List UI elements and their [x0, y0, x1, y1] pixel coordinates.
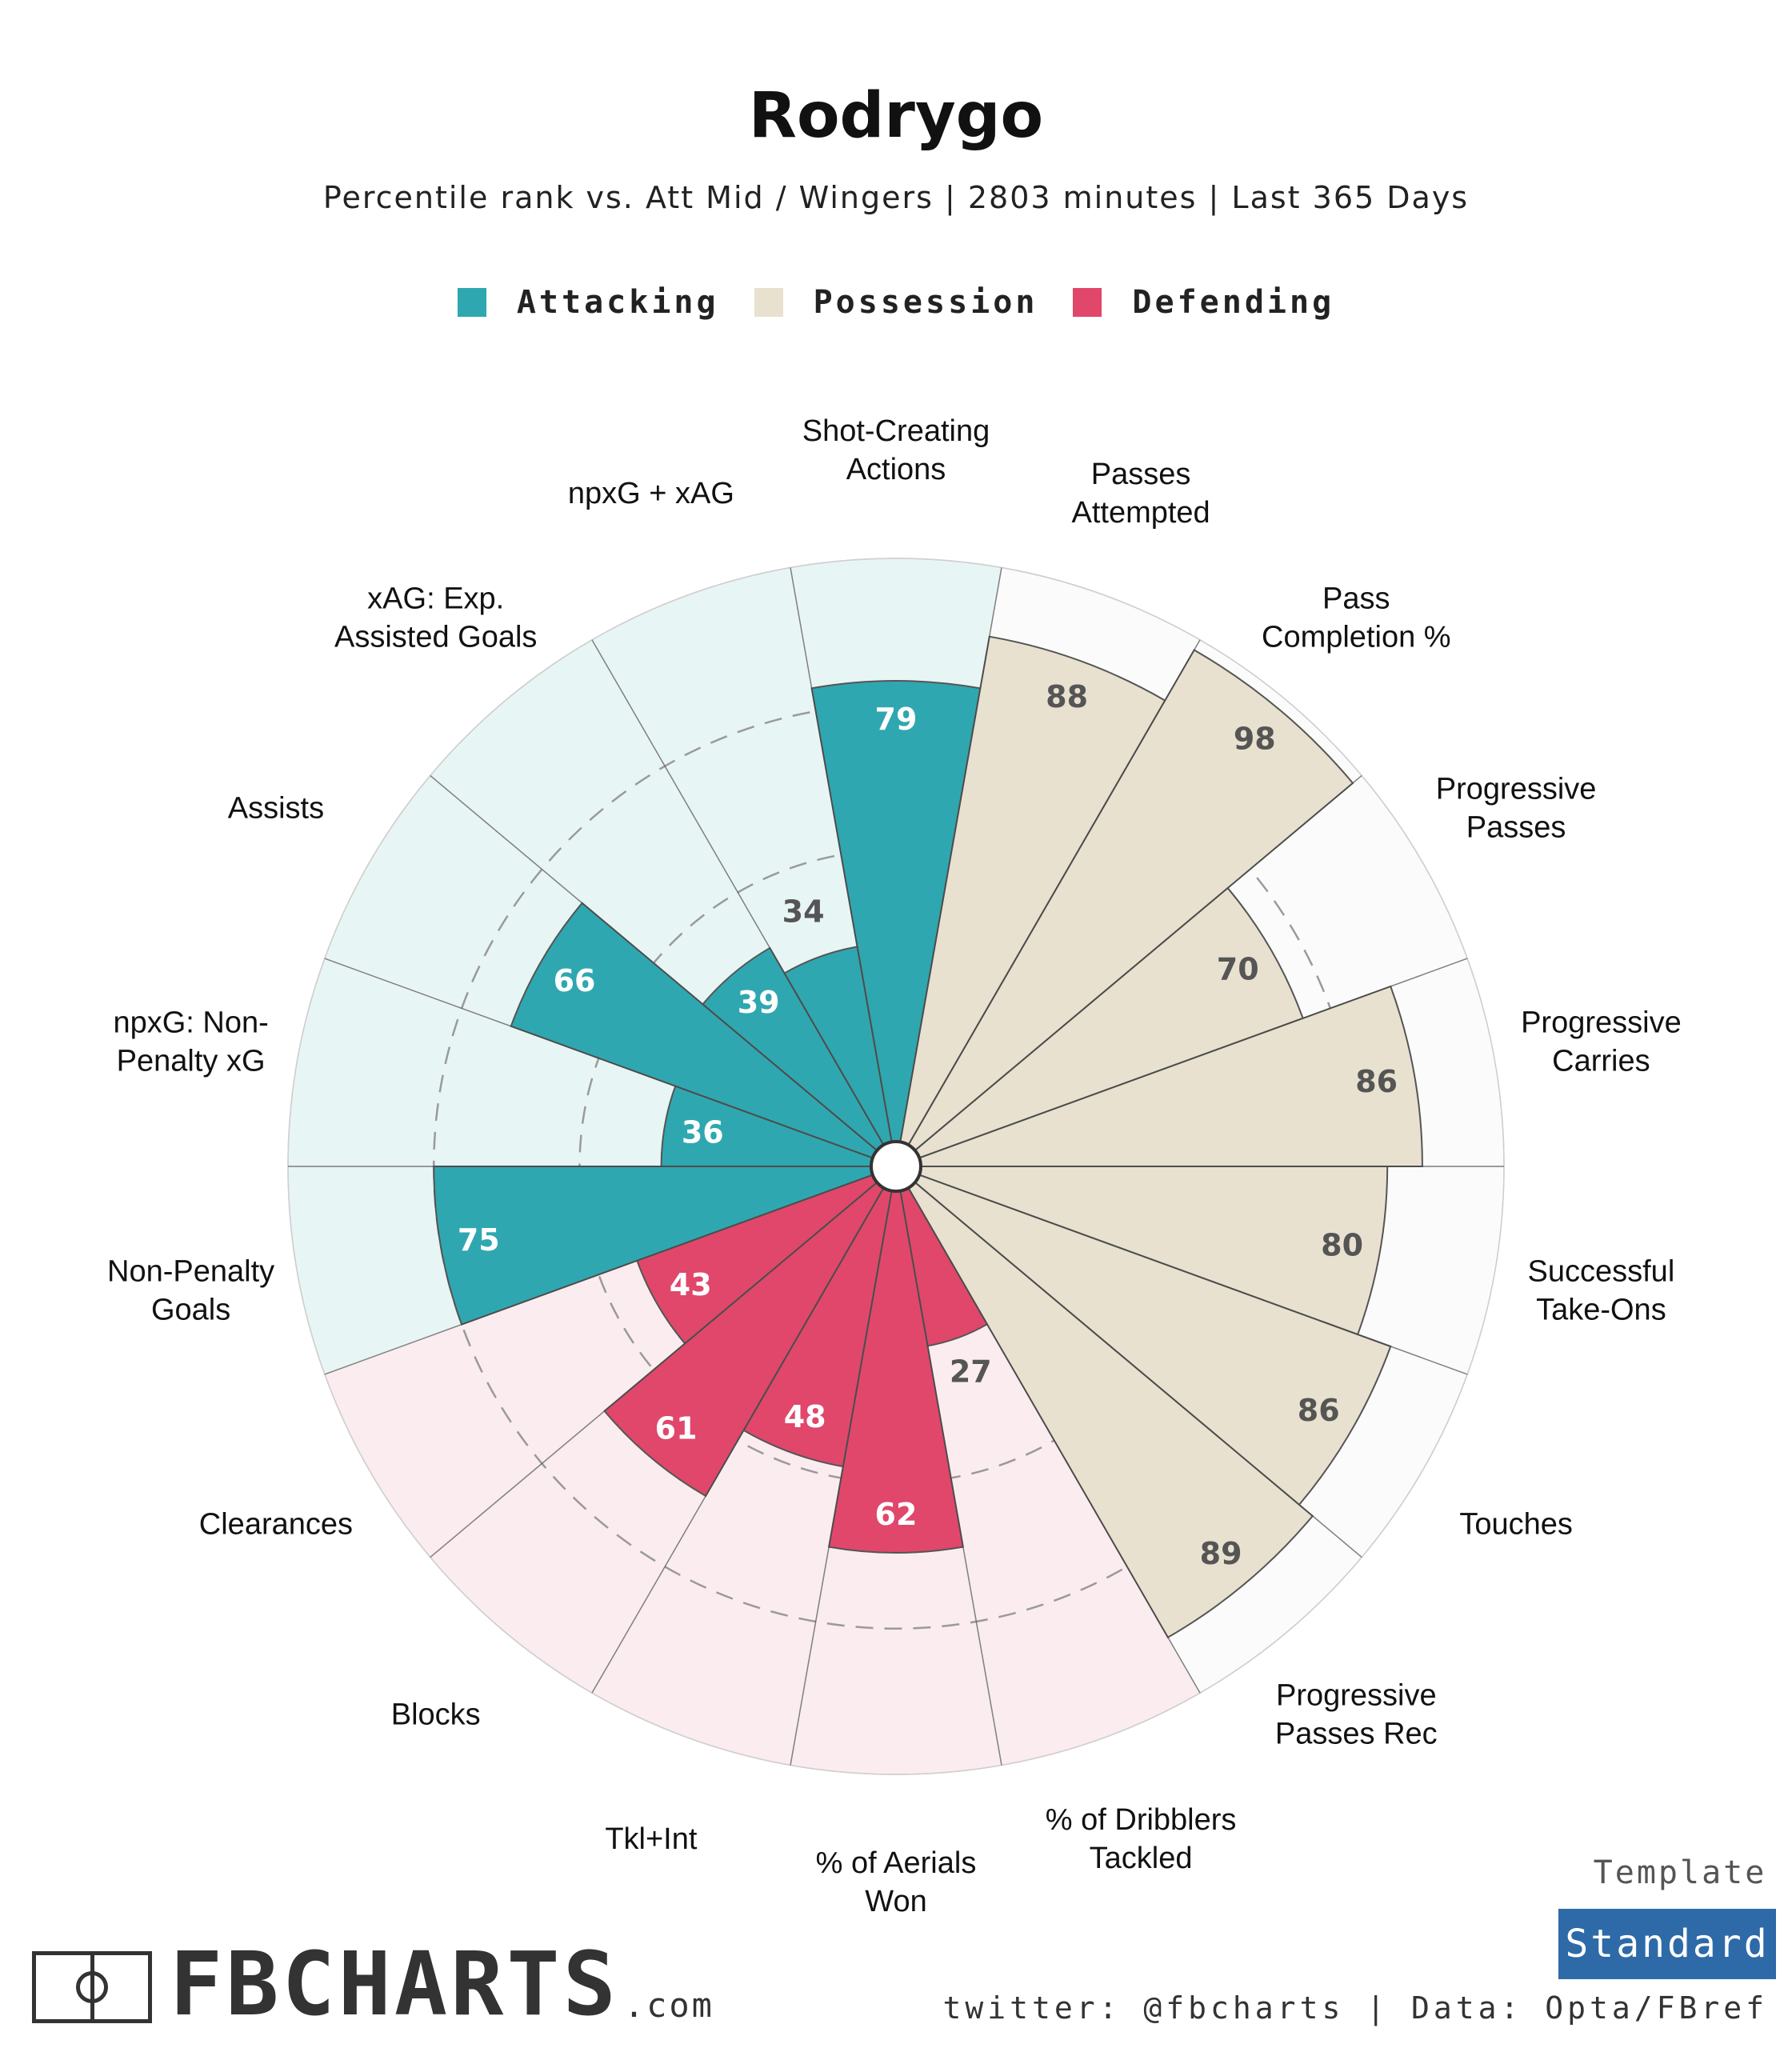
- spoke-progressive-passes: [895, 774, 1362, 1167]
- legend-swatch-possession: [754, 288, 783, 317]
- metric-label-progressive-passes-rec: Progressive Passes Rec: [1275, 1679, 1438, 1751]
- spoke-npxg-xag: [591, 639, 897, 1167]
- spoke-progressive-passes-rec: [895, 1166, 1362, 1558]
- spoke-assists: [324, 958, 897, 1167]
- metric-label-progressive-passes: Progressive Passes: [1436, 773, 1597, 845]
- value-labels: 79 88 98 70 86 80 86 89 27 62 48 61 43 75 36 66 39 34: [458, 679, 1398, 1571]
- spoke-blocks: [591, 1166, 897, 1694]
- metric-label-of-aerials-won: % of Aerials Won: [816, 1846, 977, 1918]
- spoke-xag-exp-assisted-goals: [430, 774, 897, 1167]
- template-standard-button[interactable]: Standard: [1558, 1909, 1776, 1979]
- metric-label-assists: Assists: [228, 792, 324, 826]
- legend-label-attacking: Attacking: [516, 284, 719, 321]
- fbcharts-logo: FBCHARTS .com: [32, 1940, 714, 2028]
- metric-label-pass-completion: Pass Completion %: [1262, 582, 1451, 654]
- value-label-npxg-xag: 34: [782, 894, 825, 930]
- value-label-assists: 66: [554, 963, 596, 998]
- spoke-of-dribblers-tackled: [895, 1166, 1201, 1694]
- metric-label-of-dribblers-tackled: % of Dribblers Tackled: [1046, 1803, 1237, 1875]
- metric-label-touches: Touches: [1459, 1508, 1573, 1542]
- logo-suffix: .com: [623, 1986, 714, 2025]
- metric-label-clearances: Clearances: [199, 1508, 353, 1542]
- spoke-progressive-carries: [895, 958, 1468, 1167]
- spoke-passes-attempted: [895, 567, 1002, 1167]
- value-label-progressive-passes: 70: [1217, 951, 1259, 986]
- legend: Attacking Possession Defending: [0, 284, 1792, 321]
- spoke-touches: [895, 1166, 1468, 1375]
- chart-title: Rodrygo: [748, 80, 1044, 152]
- template-label: Template: [1593, 1854, 1767, 1891]
- value-label-touches: 86: [1298, 1393, 1340, 1428]
- metric-label-tkl-int: Tkl+Int: [605, 1822, 698, 1856]
- value-label-shot-creating-actions: 79: [875, 702, 918, 737]
- value-label-npxg-non-penalty-xg: 36: [682, 1114, 724, 1150]
- value-label-non-penalty-goals: 75: [458, 1222, 500, 1258]
- value-label-xag-exp-assisted-goals: 39: [738, 985, 780, 1020]
- value-label-tkl-int: 48: [784, 1399, 826, 1434]
- value-bars: [433, 635, 1423, 1639]
- value-label-progressive-passes-rec: 89: [1200, 1536, 1242, 1571]
- metric-label-passes-attempted: Passes Attempted: [1071, 458, 1210, 530]
- metric-label-progressive-carries: Progressive Carries: [1521, 1006, 1682, 1078]
- value-label-passes-attempted: 88: [1046, 679, 1088, 714]
- spoke-tkl-int: [790, 1166, 897, 1766]
- chart-subtitle: Percentile rank vs. Att Mid / Wingers | …: [322, 180, 1470, 215]
- value-label-of-aerials-won: 62: [875, 1497, 918, 1532]
- legend-item-attacking: Attacking: [457, 284, 719, 321]
- metric-labels: Shot-Creating Actions Passes Attempted Pass C…: [107, 414, 1682, 1918]
- pitch-icon: [32, 1951, 152, 2023]
- center-circle: [870, 1140, 922, 1193]
- spoke-pass-completion: [895, 639, 1201, 1167]
- metric-label-non-penalty-goals: Non-Penalty Goals: [107, 1254, 274, 1326]
- metric-label-successful-take-ons: Successful Take-Ons: [1528, 1254, 1675, 1326]
- metric-label-npxg-xag: npxG + xAG: [568, 477, 734, 510]
- legend-swatch-defending: [1073, 288, 1102, 317]
- value-label-of-dribblers-tackled: 27: [950, 1354, 992, 1389]
- value-label-progressive-carries: 86: [1355, 1064, 1398, 1099]
- data-credit: twitter: @fbcharts | Data: Opta/FBref: [942, 1990, 1768, 2026]
- legend-item-possession: Possession: [754, 284, 1038, 321]
- legend-label-possession: Possession: [813, 284, 1038, 321]
- logo-text: FBCHARTS: [170, 1933, 619, 2035]
- metric-label-blocks: Blocks: [391, 1698, 481, 1732]
- value-label-pass-completion: 98: [1234, 722, 1276, 757]
- spokes: [288, 567, 1504, 1766]
- value-label-clearances: 43: [670, 1267, 712, 1302]
- metric-label-shot-creating-actions: Shot-Creating Actions: [802, 414, 990, 486]
- spoke-clearances: [430, 1166, 897, 1558]
- spoke-non-penalty-goals: [324, 1166, 897, 1375]
- spoke-of-aerials-won: [895, 1166, 1002, 1766]
- value-label-blocks: 61: [655, 1411, 698, 1446]
- metric-label-xag-exp-assisted-goals: xAG: Exp. Assisted Goals: [334, 582, 537, 654]
- legend-label-defending: Defending: [1132, 284, 1335, 321]
- legend-swatch-attacking: [457, 288, 486, 317]
- spoke-shot-creating-actions: [790, 567, 897, 1167]
- value-label-successful-take-ons: 80: [1321, 1227, 1363, 1262]
- legend-item-defending: Defending: [1073, 284, 1334, 321]
- metric-label-npxg-non-penalty-xg: npxG: Non-Penalty xG: [113, 1006, 268, 1078]
